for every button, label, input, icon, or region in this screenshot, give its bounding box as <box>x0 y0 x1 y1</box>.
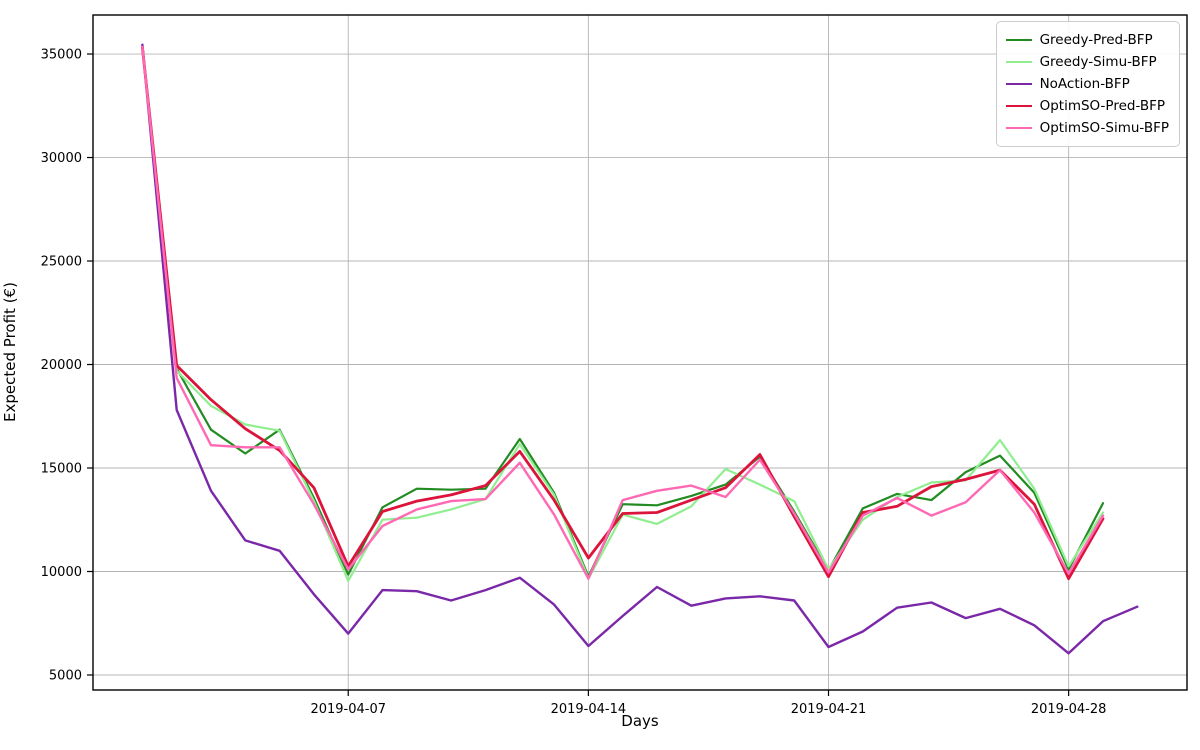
legend-item-OptimSO-Pred-BFP: OptimSO-Pred-BFP <box>1005 95 1169 117</box>
legend-item-NoAction-BFP: NoAction-BFP <box>1005 73 1169 95</box>
legend-label: OptimSO-Pred-BFP <box>1039 98 1166 114</box>
y-tick-label: 15000 <box>41 462 82 477</box>
legend-line-swatch <box>1005 61 1032 63</box>
legend-line-swatch <box>1005 105 1032 107</box>
series-line-Greedy-Pred-BFP <box>141 44 1105 578</box>
plot-border <box>92 14 1188 691</box>
y-tick-label: 5000 <box>49 668 82 683</box>
legend-item-OptimSO-Simu-BFP: OptimSO-Simu-BFP <box>1005 117 1169 139</box>
x-axis-label: Days <box>621 712 659 730</box>
legend-line-swatch <box>1005 83 1032 85</box>
x-tick-label: 2019-04-21 <box>791 702 867 717</box>
legend-label: NoAction-BFP <box>1039 76 1130 92</box>
legend: Greedy-Pred-BFP Greedy-Simu-BFP NoAction-B… <box>995 21 1180 147</box>
x-tick-label: 2019-04-28 <box>1031 702 1107 717</box>
series-line-OptimSO-Simu-BFP <box>141 45 1105 580</box>
x-tick-label: 2019-04-07 <box>310 702 386 717</box>
legend-label: OptimSO-Simu-BFP <box>1039 120 1169 136</box>
y-tick-label: 30000 <box>41 151 82 166</box>
series-line-OptimSO-Pred-BFP <box>140 46 1105 581</box>
x-tick-label: 2019-04-14 <box>551 702 627 717</box>
y-axis-label: Expected Profit (€) <box>1 282 19 422</box>
legend-line-swatch <box>1005 127 1032 129</box>
y-tick-label: 20000 <box>41 358 82 373</box>
y-tick-label: 25000 <box>41 255 82 270</box>
y-tick-label: 35000 <box>41 48 82 63</box>
legend-line-swatch <box>1005 39 1032 41</box>
legend-label: Greedy-Pred-BFP <box>1039 32 1153 48</box>
legend-item-Greedy-Pred-BFP: Greedy-Pred-BFP <box>1005 29 1169 51</box>
legend-label: Greedy-Simu-BFP <box>1039 54 1157 70</box>
legend-item-Greedy-Simu-BFP: Greedy-Simu-BFP <box>1005 51 1169 73</box>
y-tick-label: 10000 <box>41 565 82 580</box>
series-line-NoAction-BFP <box>141 43 1139 655</box>
